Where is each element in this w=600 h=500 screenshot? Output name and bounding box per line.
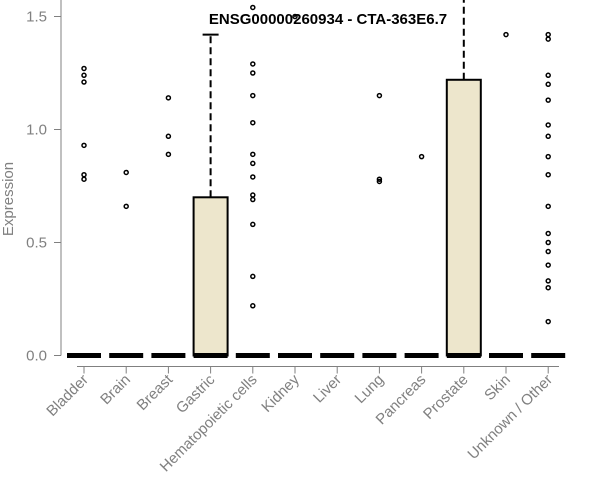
boxes [67, 0, 566, 358]
outlier-point [545, 72, 551, 79]
x-tick-label: Liver [310, 371, 345, 406]
outlier-point [123, 169, 129, 176]
y-tick-label: 1.5 [26, 9, 47, 26]
outlier-point [81, 142, 87, 149]
outlier-point [250, 92, 256, 99]
outlier-point [165, 95, 172, 101]
box-group [109, 169, 144, 358]
x-tick-label: Skin [481, 371, 514, 404]
y-axis-label: Expression [0, 162, 17, 236]
x-tick-label: Bladder [43, 371, 92, 420]
box-group [67, 65, 101, 358]
outlier-point [250, 160, 256, 167]
outlier-point [545, 203, 551, 210]
outlier-point [81, 72, 87, 79]
box-group [192, 33, 229, 358]
outlier-point [250, 151, 256, 158]
outlier-point [545, 81, 551, 88]
outlier-point [545, 31, 551, 38]
outlier-point [545, 153, 551, 160]
outlier-point [165, 151, 172, 158]
outlier-point [250, 119, 256, 126]
outlier-point [250, 192, 256, 198]
outlier-point [250, 303, 256, 309]
outlier-point [81, 79, 87, 85]
outlier-point [545, 133, 551, 140]
box-group [278, 13, 312, 358]
x-tick-label: Kidney [258, 371, 303, 416]
outlier-point [545, 284, 551, 291]
y-tick-label: 0.5 [26, 235, 47, 252]
outlier-point [250, 273, 256, 280]
outlier-point [545, 171, 551, 178]
outlier-point [250, 4, 256, 11]
outlier-point [376, 178, 383, 185]
outlier-point [545, 239, 551, 246]
outlier-point [503, 31, 509, 38]
outlier-point [376, 176, 383, 182]
outlier-point [81, 176, 87, 182]
chart-title: ENSG00000260934 - CTA-363E6.7 [209, 11, 447, 28]
outlier-point [545, 318, 551, 325]
outlier-point [545, 230, 551, 237]
box-group [404, 153, 439, 358]
box-group [235, 4, 270, 358]
box [192, 196, 229, 357]
outlier-point [545, 248, 551, 255]
y-tick-label: 0.0 [26, 348, 47, 365]
outlier-point [81, 65, 87, 72]
outlier-point [250, 221, 256, 228]
box-group [362, 92, 397, 358]
box-group [445, 0, 482, 358]
x-tick-label: Prostate [420, 371, 472, 423]
outlier-point [250, 174, 256, 180]
box-group [151, 95, 186, 358]
outlier-point [250, 196, 256, 203]
box-group [531, 31, 566, 358]
outlier-point [250, 70, 256, 76]
x-tick-label: Lung [352, 371, 388, 407]
outlier-point [418, 153, 425, 160]
outlier-point [123, 203, 129, 210]
outlier-point [292, 13, 298, 20]
x-tick-label: Brain [97, 371, 134, 408]
outlier-point [545, 122, 551, 128]
y-tick-label: 1.0 [26, 122, 47, 139]
y-axis: 0.00.51.01.52.02.5 [26, 0, 62, 365]
outlier-point [545, 278, 551, 284]
box [445, 78, 482, 357]
outlier-point [545, 262, 551, 268]
outlier-point [250, 61, 256, 67]
outlier-point [545, 97, 551, 103]
x-tick-label: Breast [134, 371, 177, 414]
outlier-point [165, 133, 172, 140]
box-group [489, 31, 523, 358]
outlier-point [81, 171, 87, 178]
outlier-point [376, 92, 383, 99]
outlier-point [545, 36, 551, 42]
